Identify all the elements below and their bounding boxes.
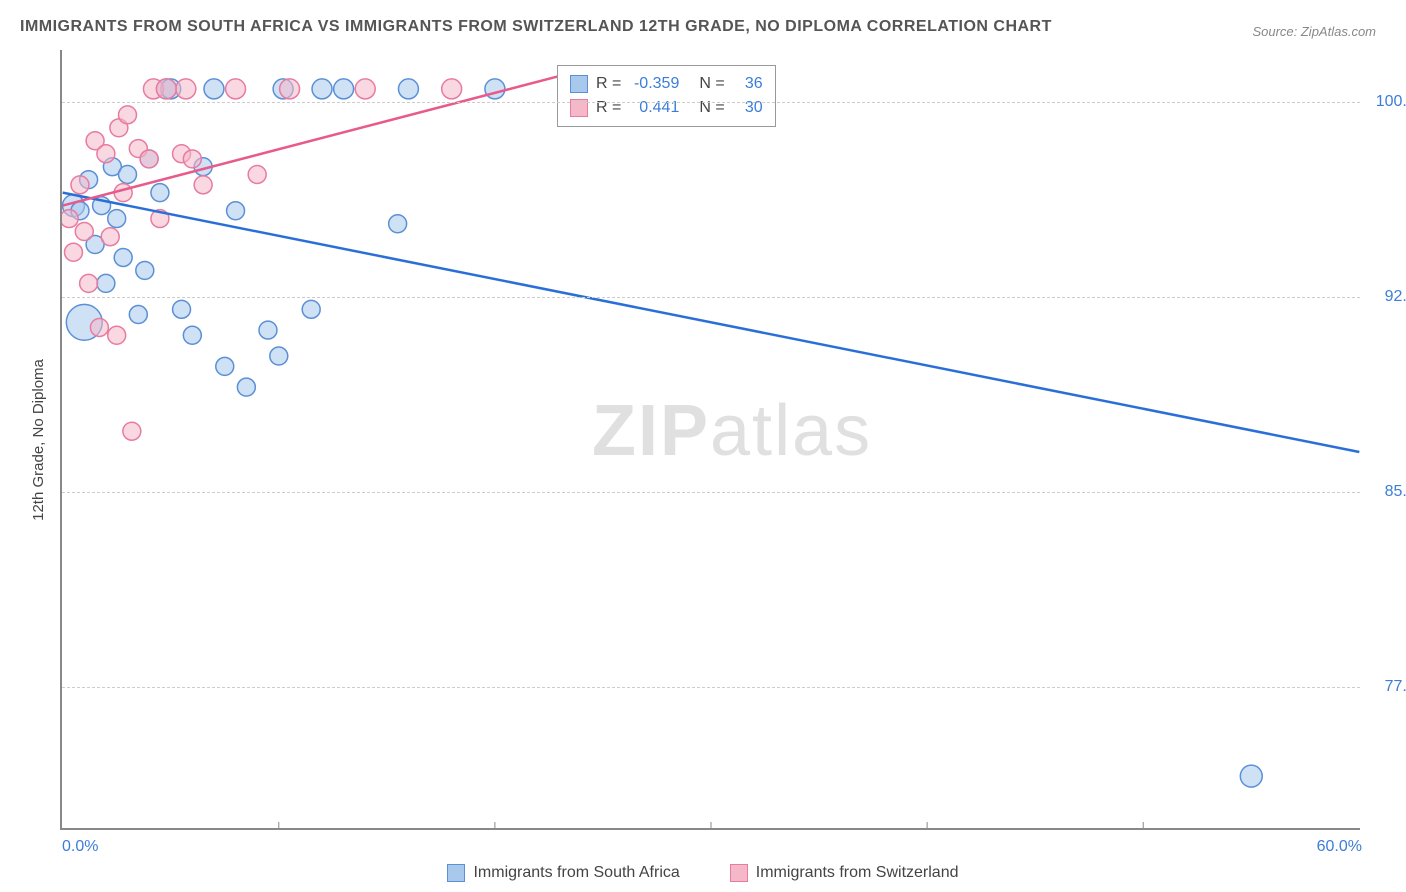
correlation-stat-box: R = -0.359 N = 36 R = 0.441 N = 30	[557, 65, 776, 127]
legend-label-switzerland: Immigrants from Switzerland	[756, 864, 959, 882]
chart-container: IMMIGRANTS FROM SOUTH AFRICA VS IMMIGRAN…	[0, 0, 1406, 892]
legend-swatch-south-africa	[447, 864, 465, 882]
plot-svg	[62, 50, 1360, 828]
stat-r-label: R =	[596, 72, 621, 96]
grid-line-horizontal	[62, 492, 1360, 493]
grid-line-horizontal	[62, 102, 1360, 103]
plot-area: ZIPatlas R =-0.359N =36R =0.441N =30 77.…	[60, 50, 1360, 830]
stat-n-value: 30	[733, 96, 763, 120]
chart-title: IMMIGRANTS FROM SOUTH AFRICA VS IMMIGRAN…	[20, 18, 1052, 36]
y-tick-label: 77.5%	[1385, 678, 1406, 696]
stat-n-label: N =	[699, 72, 724, 96]
y-tick-label: 92.5%	[1385, 288, 1406, 306]
stat-n-value: 36	[733, 72, 763, 96]
grid-line-horizontal	[62, 687, 1360, 688]
x-axis-legend: Immigrants from South Africa Immigrants …	[0, 864, 1406, 882]
y-axis-label: 12th Grade, No Diploma	[30, 359, 47, 521]
legend-item-switzerland: Immigrants from Switzerland	[730, 864, 959, 882]
stat-swatch	[570, 75, 588, 93]
source-attribution: Source: ZipAtlas.com	[1252, 24, 1376, 39]
stat-n-label: N =	[699, 96, 724, 120]
stat-r-value: -0.359	[629, 72, 679, 96]
y-tick-label: 85.0%	[1385, 483, 1406, 501]
grid-line-horizontal	[62, 297, 1360, 298]
legend-label-south-africa: Immigrants from South Africa	[473, 864, 679, 882]
stat-row: R = -0.359 N = 36	[570, 72, 763, 96]
y-tick-label: 100.0%	[1376, 93, 1406, 111]
x-tick-label: 0.0%	[62, 838, 98, 856]
x-tick-label: 60.0%	[1317, 838, 1362, 856]
stat-r-label: R =	[596, 96, 621, 120]
legend-swatch-switzerland	[730, 864, 748, 882]
legend-item-south-africa: Immigrants from South Africa	[447, 864, 679, 882]
stat-r-value: 0.441	[629, 96, 679, 120]
stat-row: R = 0.441 N = 30	[570, 96, 763, 120]
